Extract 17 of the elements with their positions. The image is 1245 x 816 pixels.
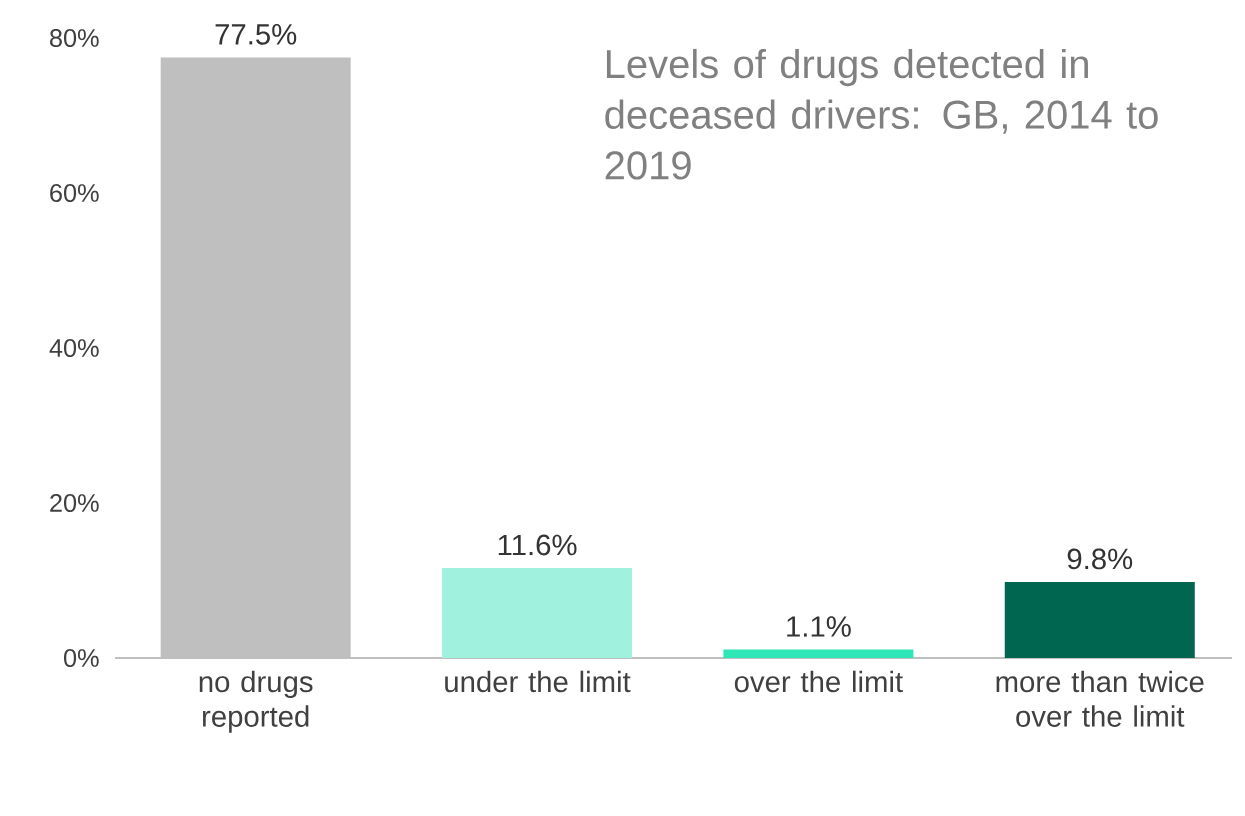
bar (723, 649, 914, 658)
bar (1004, 582, 1195, 658)
data-label: 77.5% (215, 24, 297, 45)
y-tick-label: 40% (49, 339, 99, 357)
y-tick-label: 20% (50, 494, 99, 512)
y-tick-label: 60% (50, 184, 99, 202)
x-tick-label: no drugs reported (199, 670, 313, 733)
x-tick-label: over the limit (734, 670, 903, 693)
data-label: 11.6% (498, 534, 577, 556)
x-tick-label: more than twice over the limit (996, 670, 1204, 727)
y-tick-label: 0% (64, 649, 99, 667)
bar (442, 568, 633, 658)
text: Levels of drugs detected in deceased drivers: GB, 2014 to 2019 (605, 48, 1158, 180)
x-tick-label: under the limit (445, 670, 631, 693)
data-label: 9.8% (1067, 548, 1133, 570)
y-tick-label: 80% (50, 29, 99, 47)
data-label: 1.1% (787, 616, 851, 637)
